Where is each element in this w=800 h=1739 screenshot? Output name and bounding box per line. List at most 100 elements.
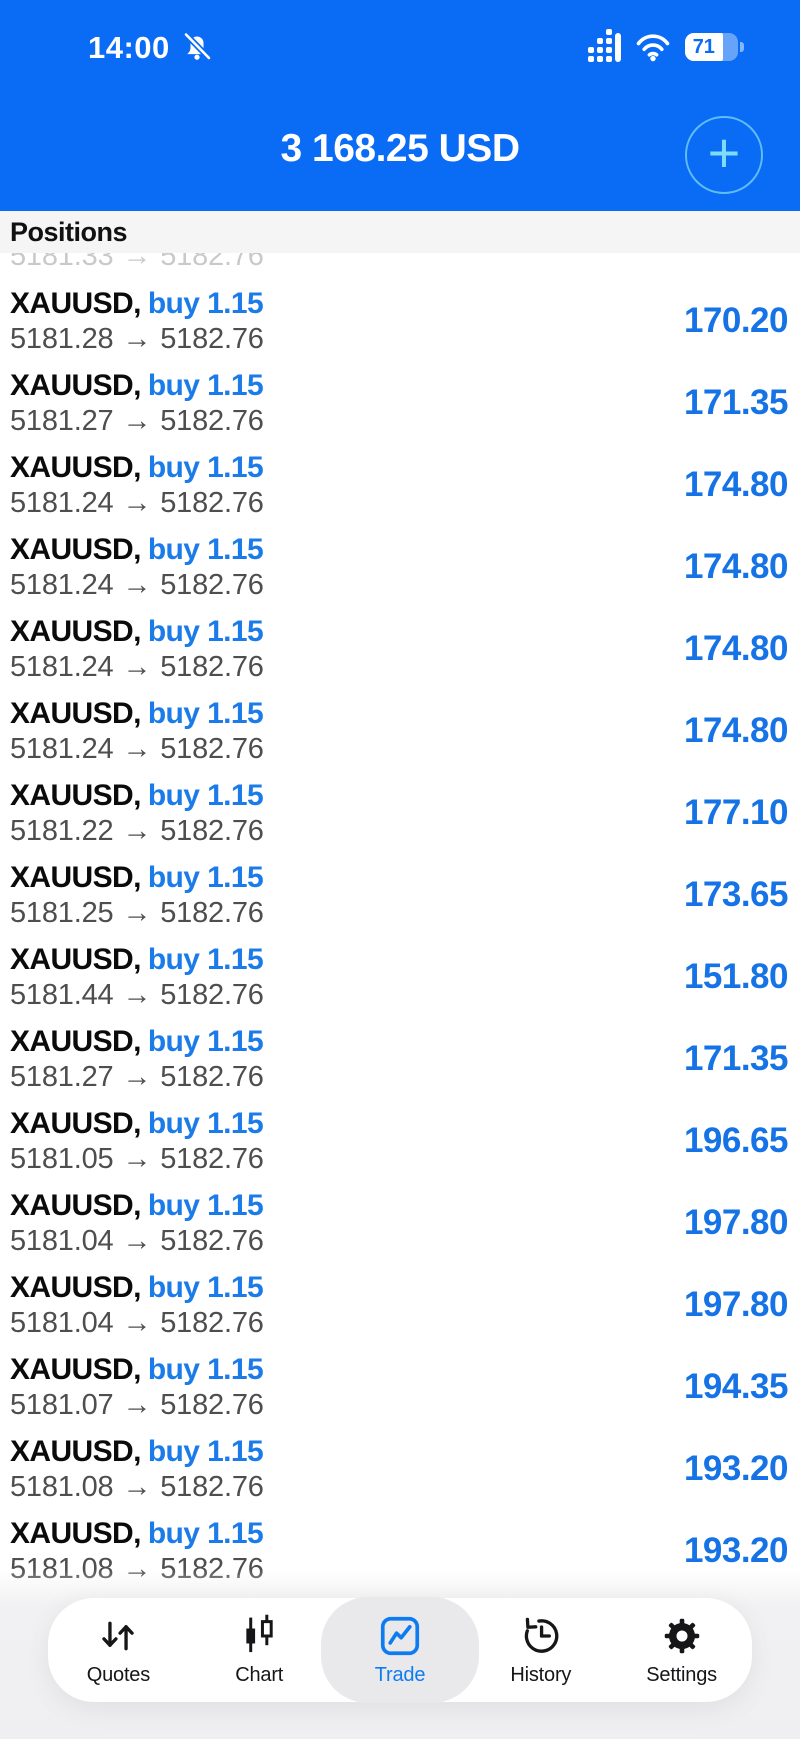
position-prices: 5181.25 → 5182.76 [10, 897, 264, 929]
position-info: XAUUSD, buy 1.15 5181.44 → 5182.76 [10, 943, 264, 1011]
current-price: 5182.76 [160, 897, 264, 929]
position-side-volume: buy 1.15 [147, 369, 264, 402]
position-info: XAUUSD, buy 1.15 5181.04 → 5182.76 [10, 1271, 264, 1339]
position-prices: 5181.24 → 5182.76 [10, 651, 264, 683]
arrow-right-icon: → [122, 1143, 152, 1175]
position-profit: 174.80 [683, 465, 789, 504]
current-price: 5182.76 [160, 1061, 264, 1093]
position-symbol: XAUUSD, [10, 1353, 141, 1386]
add-order-button[interactable]: + [685, 116, 763, 194]
position-row[interactable]: XAUUSD, buy 1.15 5181.07 → 5182.76 194.35 [0, 1346, 800, 1428]
position-row[interactable]: XAUUSD, buy 1.15 5181.04 → 5182.76 197.80 [0, 1264, 800, 1346]
position-row[interactable]: XAUUSD, buy 1.15 5181.27 → 5182.76 171.35 [0, 1018, 800, 1100]
position-symbol: XAUUSD, [10, 779, 141, 812]
open-price: 5181.04 [10, 1225, 114, 1257]
current-price: 5182.76 [160, 815, 264, 847]
position-prices: 5181.24 → 5182.76 [10, 569, 264, 601]
tab-trade[interactable]: Trade [330, 1598, 471, 1702]
position-info: XAUUSD, buy 1.15 5181.25 → 5182.76 [10, 861, 264, 929]
open-price: 5181.25 [10, 897, 114, 929]
tab-quotes[interactable]: Quotes [48, 1598, 189, 1702]
position-profit: 193.20 [683, 1531, 789, 1570]
position-profit: 197.80 [683, 1285, 789, 1324]
position-symbol: XAUUSD, [10, 1107, 141, 1140]
position-side-volume: buy 1.15 [147, 1271, 264, 1304]
arrow-right-icon: → [122, 487, 152, 519]
position-side-volume: buy 1.15 [147, 697, 264, 730]
tab-history[interactable]: History [470, 1598, 611, 1702]
position-row[interactable]: XAUUSD, buy 1.15 5181.25 → 5182.76 173.65 [0, 854, 800, 936]
position-prices: 5181.07 → 5182.76 [10, 1389, 264, 1421]
current-price: 5182.76 [160, 1389, 264, 1421]
tab-label: Quotes [86, 1664, 151, 1686]
position-profit: 194.35 [683, 1367, 789, 1406]
current-price: 5182.76 [160, 569, 264, 601]
arrow-right-icon: → [122, 1471, 152, 1503]
position-row[interactable]: XAUUSD, buy 1.15 5181.05 → 5182.76 196.65 [0, 1100, 800, 1182]
current-price: 5182.76 [160, 1307, 264, 1339]
current-price: 5182.76 [160, 405, 264, 437]
position-symbol: XAUUSD, [10, 615, 141, 648]
position-prices: 5181.27 → 5182.76 [10, 1061, 264, 1093]
position-side-volume: buy 1.15 [147, 451, 264, 484]
position-side-volume: buy 1.15 [147, 1353, 264, 1386]
position-row[interactable]: XAUUSD, buy 1.15 5181.28 → 5182.76 170.20 [0, 280, 800, 362]
position-symbol: XAUUSD, [10, 451, 141, 484]
position-symbol: XAUUSD, [10, 1517, 141, 1550]
position-profit: 170.20 [683, 301, 789, 340]
arrow-right-icon: → [122, 1225, 152, 1257]
position-info: XAUUSD,buy 1.15 5181.08→5182.76 [10, 1435, 264, 1503]
open-price: 5181.08 [10, 1471, 114, 1503]
position-symbol: XAUUSD, [10, 1025, 141, 1058]
current-price: 5182.76 [160, 651, 264, 683]
arrow-right-icon: → [122, 1307, 152, 1339]
position-symbol: XAUUSD, [10, 1435, 141, 1468]
position-profit: 171.35 [683, 383, 789, 422]
arrow-right-icon: → [122, 897, 152, 929]
quotes-arrows-icon [102, 1621, 135, 1651]
position-row[interactable]: XAUUSD, buy 1.15 5181.24 → 5182.76 174.80 [0, 526, 800, 608]
positions-list: XAUUSD, buy 1.15 5181.28 → 5182.76 170.20 X… [0, 280, 800, 1592]
open-price: 5181.28 [10, 323, 114, 355]
position-info: XAUUSD, buy 1.15 5181.24 → 5182.76 [10, 615, 264, 683]
position-profit: 173.65 [683, 875, 789, 914]
position-side-volume: buy 1.15 [147, 1107, 264, 1140]
battery-icon: 71 [685, 33, 744, 61]
trade-chart-icon [380, 1616, 420, 1656]
arrow-right-icon: → [122, 979, 152, 1011]
position-profit: 174.80 [683, 547, 789, 586]
position-row[interactable]: XAUUSD,buy 1.15 5181.08→5182.76 193.20 [0, 1428, 800, 1510]
account-balance: 3 168.25 USD [280, 127, 521, 170]
position-prices: 5181.27 → 5182.76 [10, 405, 264, 437]
position-info: XAUUSD, buy 1.15 5181.04 → 5182.76 [10, 1189, 264, 1257]
position-row[interactable]: XAUUSD, buy 1.15 5181.44 → 5182.76 151.80 [0, 936, 800, 1018]
position-side-volume: buy 1.15 [147, 1435, 264, 1468]
position-info: XAUUSD, buy 1.15 5181.07 → 5182.76 [10, 1353, 264, 1421]
position-row[interactable]: XAUUSD, buy 1.15 5181.24 → 5182.76 174.80 [0, 690, 800, 772]
position-side-volume: buy 1.15 [147, 861, 264, 894]
position-row[interactable]: XAUUSD, buy 1.15 5181.22 → 5182.76 177.10 [0, 772, 800, 854]
position-row[interactable]: XAUUSD, buy 1.15 5181.24 → 5182.76 174.80 [0, 608, 800, 690]
open-price: 5181.05 [10, 1143, 114, 1175]
cellular-signal-icon [588, 29, 621, 62]
open-price: 5181.27 [10, 1061, 114, 1093]
current-price: 5182.76 [160, 487, 264, 519]
position-prices: 5181.22 → 5182.76 [10, 815, 264, 847]
position-symbol: XAUUSD, [10, 1189, 141, 1222]
open-price: 5181.04 [10, 1307, 114, 1339]
tab-settings[interactable]: Settings [611, 1598, 752, 1702]
position-row[interactable]: XAUUSD, buy 1.15 5181.24 → 5182.76 174.80 [0, 444, 800, 526]
position-row-partial[interactable]: 5181.33 → 5182.76 [0, 253, 800, 280]
position-prices: 5181.24 → 5182.76 [10, 733, 264, 765]
position-row[interactable]: XAUUSD, buy 1.15 5181.27 → 5182.76 171.35 [0, 362, 800, 444]
current-price: 5182.76 [160, 979, 264, 1011]
status-bar-right: 71 [588, 29, 744, 62]
muted-notifications-icon [182, 31, 212, 61]
arrow-right-icon: → [122, 733, 152, 765]
position-row[interactable]: XAUUSD, buy 1.15 5181.04 → 5182.76 197.80 [0, 1182, 800, 1264]
arrow-right-icon: → [122, 569, 152, 601]
tab-chart[interactable]: Chart [189, 1598, 330, 1702]
position-symbol: XAUUSD, [10, 697, 141, 730]
position-prices: 5181.44 → 5182.76 [10, 979, 264, 1011]
